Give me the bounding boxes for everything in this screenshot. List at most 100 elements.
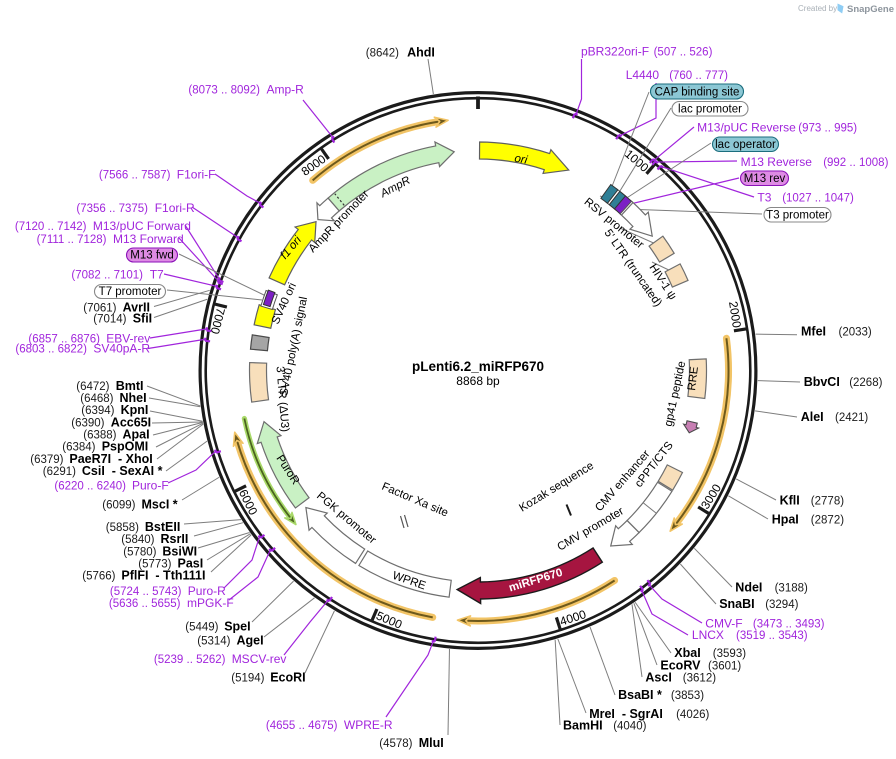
svg-text:MreI - SgrAI: MreI - SgrAI (589, 707, 663, 721)
svg-text:(7014): (7014) (93, 314, 126, 326)
svg-text:(760 .. 777): (760 .. 777) (669, 70, 728, 82)
svg-text:MscI *: MscI * (142, 497, 178, 511)
svg-text:Puro-R: Puro-R (188, 584, 226, 598)
svg-text:T7: T7 (150, 268, 164, 282)
svg-text:(3473 .. 3493): (3473 .. 3493) (753, 619, 825, 631)
svg-text:(4026): (4026) (676, 709, 709, 721)
svg-text:(1027 .. 1047): (1027 .. 1047) (782, 193, 854, 205)
svg-text:RsrII: RsrII (161, 532, 189, 546)
svg-text:SpeI: SpeI (224, 619, 250, 633)
svg-text:AgeI: AgeI (237, 633, 264, 647)
svg-text:WPRE-R: WPRE-R (344, 718, 393, 732)
svg-text:(5636 .. 5655): (5636 .. 5655) (109, 598, 181, 610)
svg-text:(6384): (6384) (62, 442, 95, 454)
svg-text:BsaBI *: BsaBI * (618, 688, 662, 702)
svg-text:(5194): (5194) (231, 673, 264, 685)
svg-text:BsiWI: BsiWI (162, 544, 197, 558)
svg-text:PasI: PasI (178, 556, 204, 570)
svg-text:(992 .. 1008): (992 .. 1008) (823, 157, 888, 169)
svg-text:(3294): (3294) (765, 599, 798, 611)
svg-text:M13/pUC Reverse: M13/pUC Reverse (697, 121, 796, 135)
svg-text:8868 bp: 8868 bp (456, 374, 500, 388)
svg-text:L4440: L4440 (626, 68, 660, 82)
svg-text:Created by: Created by (798, 4, 837, 13)
svg-text:mPGK-F: mPGK-F (187, 596, 234, 610)
svg-text:KpnI: KpnI (121, 403, 149, 417)
svg-text:BbvCI: BbvCI (804, 375, 840, 389)
svg-text:M13 fwd: M13 fwd (130, 250, 173, 262)
svg-text:BamHI: BamHI (563, 719, 603, 733)
svg-text:ori: ori (513, 153, 528, 167)
svg-text:3' LTR (ΔU3): 3' LTR (ΔU3) (274, 366, 291, 433)
svg-text:(7061): (7061) (83, 302, 116, 314)
svg-text:(6472): (6472) (76, 381, 109, 393)
svg-text:(5858): (5858) (106, 522, 139, 534)
svg-text:LNCX: LNCX (692, 628, 724, 642)
svg-text:M13 Forward: M13 Forward (113, 232, 184, 246)
svg-text:SfiI: SfiI (133, 312, 152, 326)
svg-text:(6220 .. 6240): (6220 .. 6240) (54, 480, 126, 492)
svg-text:XbaI: XbaI (674, 646, 700, 660)
svg-text:NdeI: NdeI (735, 580, 762, 594)
svg-text:(7120 .. 7142): (7120 .. 7142) (15, 221, 87, 233)
svg-text:T3: T3 (757, 191, 771, 205)
svg-text:MSCV-rev: MSCV-rev (232, 652, 287, 666)
svg-text:Puro-F: Puro-F (132, 478, 169, 492)
svg-text:(7566 .. 7587): (7566 .. 7587) (99, 169, 171, 181)
svg-text:(2421): (2421) (835, 412, 868, 424)
svg-text:BmtI: BmtI (116, 379, 144, 393)
svg-text:(7111 .. 7128): (7111 .. 7128) (37, 234, 107, 246)
svg-text:AscI: AscI (645, 671, 671, 685)
svg-text:(8642): (8642) (366, 48, 399, 60)
svg-text:M13/pUC Forward: M13/pUC Forward (93, 219, 191, 233)
svg-text:(7356 .. 7375): (7356 .. 7375) (76, 203, 148, 215)
svg-text:(5449): (5449) (185, 621, 218, 633)
svg-text:(3853): (3853) (671, 690, 704, 702)
svg-text:(6390): (6390) (71, 417, 104, 429)
svg-text:SV40pA-R: SV40pA-R (93, 342, 150, 356)
svg-text:(6379): (6379) (30, 454, 63, 466)
svg-text:(5773): (5773) (138, 558, 171, 570)
svg-text:SnaBI: SnaBI (719, 597, 754, 611)
svg-text:lac operator: lac operator (715, 139, 776, 151)
svg-text:(507 .. 526): (507 .. 526) (654, 47, 713, 59)
svg-text:(5840): (5840) (121, 534, 154, 546)
svg-text:PspOMI: PspOMI (102, 440, 149, 454)
svg-text:ApaI: ApaI (123, 428, 150, 442)
svg-text:(7082 .. 7101): (7082 .. 7101) (71, 270, 143, 282)
svg-text:BstEII: BstEII (145, 520, 180, 534)
svg-text:(2268): (2268) (849, 377, 882, 389)
svg-text:(6803 .. 6822): (6803 .. 6822) (15, 344, 87, 356)
svg-text:(5780): (5780) (123, 546, 156, 558)
svg-text:(5314): (5314) (197, 635, 230, 647)
svg-text:T3 promoter: T3 promoter (766, 210, 829, 222)
svg-text:(3593): (3593) (713, 648, 746, 660)
svg-text:(4040): (4040) (613, 721, 646, 733)
svg-text:(3612): (3612) (683, 673, 716, 685)
svg-text:(6388): (6388) (83, 430, 116, 442)
svg-text:(5766): (5766) (82, 571, 115, 583)
svg-text:AvrII: AvrII (123, 300, 150, 314)
svg-text:RRE: RRE (686, 366, 701, 392)
svg-text:(6468): (6468) (80, 393, 113, 405)
svg-text:PaeR7I - XhoI: PaeR7I - XhoI (69, 452, 152, 466)
svg-text:AhdI: AhdI (407, 46, 435, 60)
svg-text:SnapGene: SnapGene (847, 4, 894, 15)
svg-text:(4578): (4578) (379, 738, 412, 750)
svg-text:(2033): (2033) (839, 327, 872, 339)
svg-text:EcoRI: EcoRI (270, 671, 305, 685)
svg-text:Amp-R: Amp-R (267, 83, 305, 97)
svg-text:pBR322ori-F: pBR322ori-F (581, 45, 649, 59)
svg-text:AleI: AleI (801, 410, 824, 424)
svg-text:MfeI: MfeI (801, 325, 826, 339)
svg-text:(6857 .. 6876): (6857 .. 6876) (28, 334, 100, 346)
svg-text:(6394): (6394) (81, 405, 114, 417)
svg-text:CMV-F: CMV-F (705, 617, 742, 631)
svg-text:CsiI - SexAI *: CsiI - SexAI * (82, 464, 163, 478)
svg-text:M13 Reverse: M13 Reverse (741, 155, 813, 169)
svg-text:EcoRV: EcoRV (660, 659, 701, 673)
svg-text:CAP binding site: CAP binding site (655, 87, 740, 99)
svg-text:(3601): (3601) (708, 661, 741, 673)
svg-text:(973 .. 995): (973 .. 995) (798, 123, 857, 135)
svg-text:(3188): (3188) (775, 582, 808, 594)
